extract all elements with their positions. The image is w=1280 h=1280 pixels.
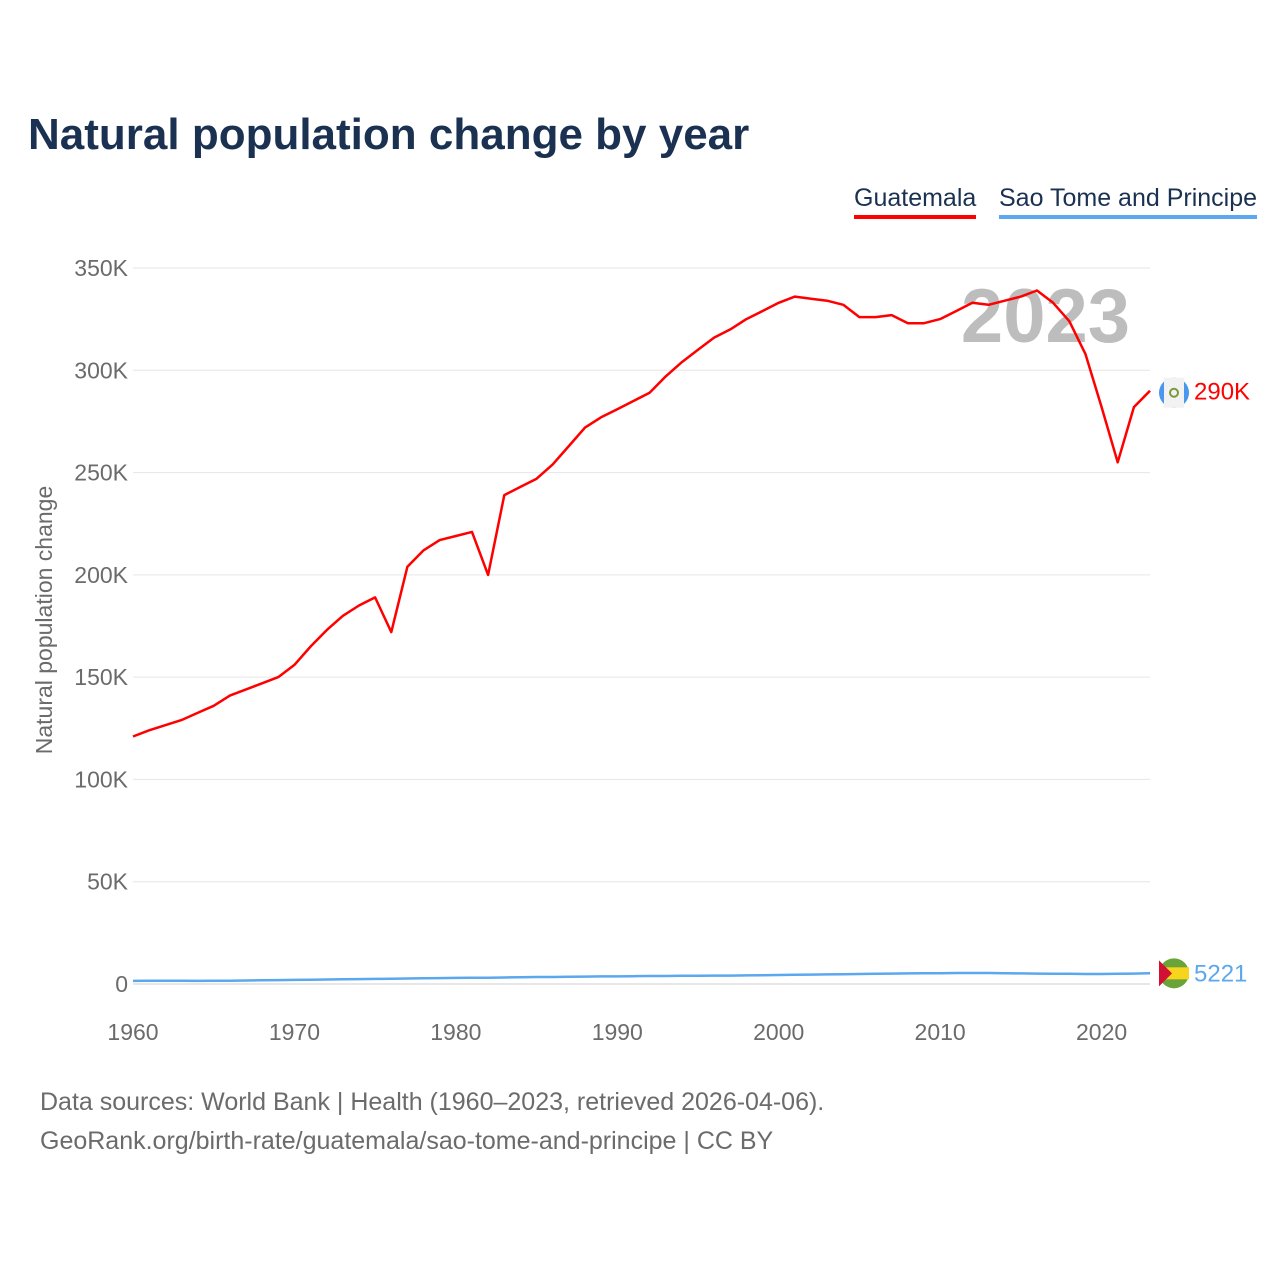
y-tick-label: 200K [74,562,128,588]
source-url: GeoRank.org/birth-rate/guatemala/sao-tom… [40,1127,774,1155]
y-tick-label: 250K [74,460,128,486]
x-tick-label: 2000 [753,1019,804,1045]
legend-item-guatemala[interactable]: Guatemala [854,184,977,219]
y-tick-label: 100K [74,766,128,792]
year-watermark: 2023 [961,274,1130,359]
x-tick-label: 2020 [1076,1019,1127,1045]
chart-title: Natural population change by year [28,110,750,159]
x-tick-label: 1990 [592,1019,643,1045]
end-value-label: 5221 [1194,960,1247,987]
end-value-label: 290K [1194,379,1250,406]
sao-tome-flag-icon [1159,960,1172,987]
guatemala-flag-icon [1164,377,1184,408]
series-line-sao-tome [132,971,1151,983]
source-note: Data sources: World Bank | Health (1960–… [40,1088,825,1116]
guatemala-flag-icon [1169,387,1179,398]
x-tick-label: 1960 [107,1019,158,1045]
y-tick-label: 0 [115,971,128,997]
x-tick-label: 2010 [915,1019,966,1045]
y-tick-label: 300K [74,357,128,383]
y-tick-label: 50K [87,869,129,895]
y-tick-label: 150K [74,664,128,690]
x-tick-label: 1970 [269,1019,320,1045]
y-axis-label: Natural population change [31,486,57,755]
y-tick-label: 350K [74,255,128,281]
x-tick-label: 1980 [430,1019,481,1045]
legend-item-sao-tome[interactable]: Sao Tome and Principe [999,184,1258,219]
series-line-guatemala [132,289,1151,738]
